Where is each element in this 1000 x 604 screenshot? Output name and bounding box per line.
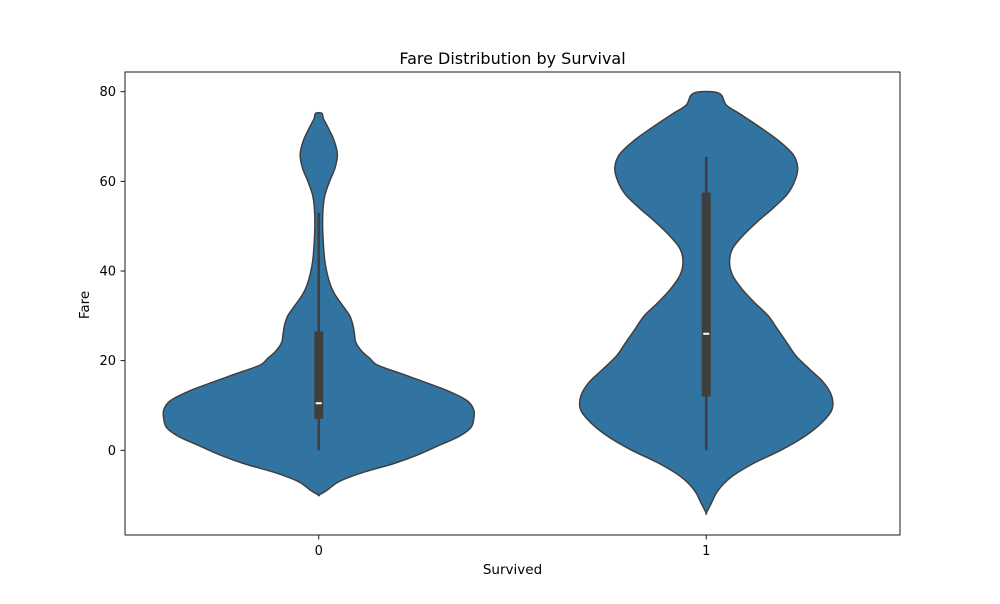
x-axis-label: Survived: [483, 562, 542, 578]
y-tick-label: 80: [99, 85, 116, 100]
violins-layer: [162, 90, 834, 515]
boxes-layer: [314, 156, 711, 451]
iqr-box-1: [701, 192, 711, 397]
y-tick-label: 20: [99, 354, 116, 369]
y-axis: 0 20 40 60 80: [99, 85, 125, 459]
y-tick-label: 40: [99, 265, 116, 280]
y-tick-label: 0: [108, 444, 116, 459]
chart-title: Fare Distribution by Survival: [399, 49, 625, 68]
plot-frame: [124, 71, 901, 536]
y-tick-label: 60: [99, 175, 116, 190]
x-tick-label: 1: [702, 544, 710, 559]
y-axis-label: Fare: [77, 291, 93, 319]
iqr-box-0: [314, 331, 324, 419]
x-tick-label: 0: [315, 544, 323, 559]
